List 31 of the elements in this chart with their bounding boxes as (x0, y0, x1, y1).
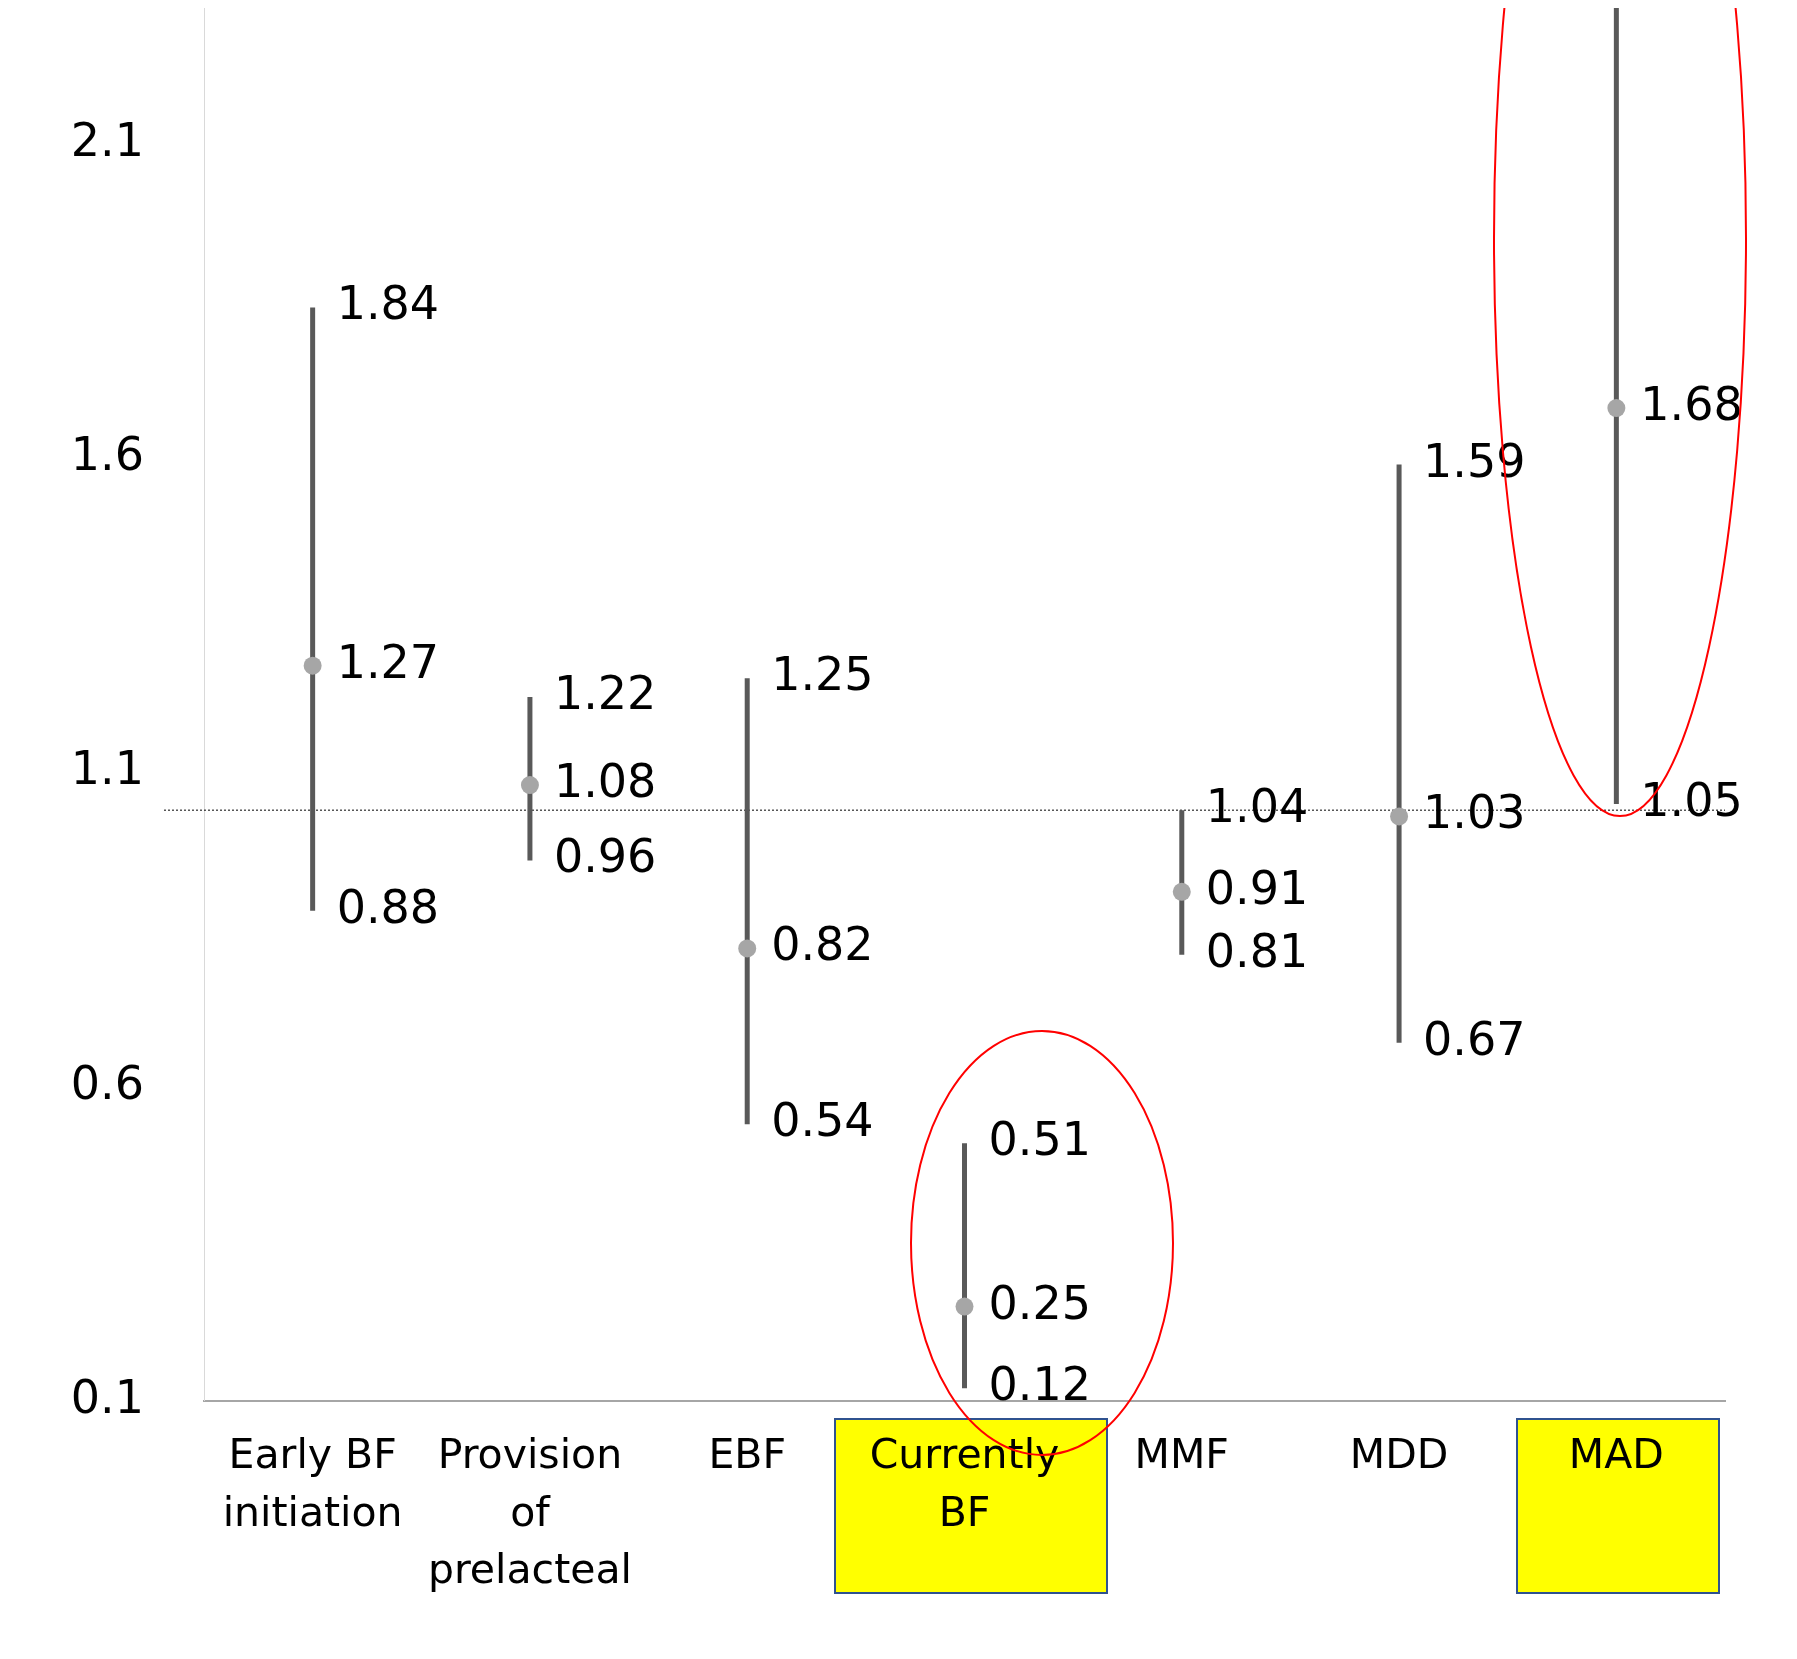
annotation: 1.05 (1640, 772, 1743, 827)
data-label: 0.91 (1205, 860, 1309, 915)
y-tick-label: 1.6 (70, 427, 144, 482)
annotation: 1.84 (336, 276, 440, 331)
annotation: 0.51 (988, 1112, 1091, 1167)
annotation: 0.67 (1423, 1011, 1526, 1066)
data-label: 0.82 (771, 917, 874, 972)
x-tick-label: Provision of prelacteal (427, 1430, 632, 1593)
annotation: 1.25 (771, 647, 874, 702)
y-tick-label: 1.1 (70, 741, 144, 796)
x-tick-label: MDD (1349, 1430, 1449, 1479)
x-tick-label: MMF (1134, 1430, 1229, 1479)
data-label: 1.08 (553, 753, 657, 808)
annotation: 0.54 (771, 1093, 874, 1148)
annotation: 0.96 (553, 829, 657, 884)
x-tick-label: MAD (1568, 1430, 1664, 1479)
data-label: 1.68 (1640, 376, 1743, 431)
annotation: 0.12 (988, 1357, 1091, 1412)
annotation: 0.81 (1205, 923, 1309, 978)
annotation: 0.88 (336, 879, 440, 934)
data-label: 0.25 (988, 1275, 1091, 1330)
data-label: 1.03 (1423, 785, 1526, 840)
y-tick-label: 0.1 (70, 1369, 144, 1424)
y-tick-label: 0.6 (70, 1055, 144, 1110)
x-tick-label: EBF (708, 1430, 787, 1479)
x-tick-label: Early BF initiation (222, 1430, 403, 1536)
annotation: 1.22 (553, 666, 657, 721)
annotation: 1.04 (1205, 779, 1309, 834)
x-tick-label: Currently BF (869, 1430, 1060, 1536)
y-tick-label: 2.1 (70, 113, 144, 168)
data-label: 1.27 (336, 634, 440, 689)
